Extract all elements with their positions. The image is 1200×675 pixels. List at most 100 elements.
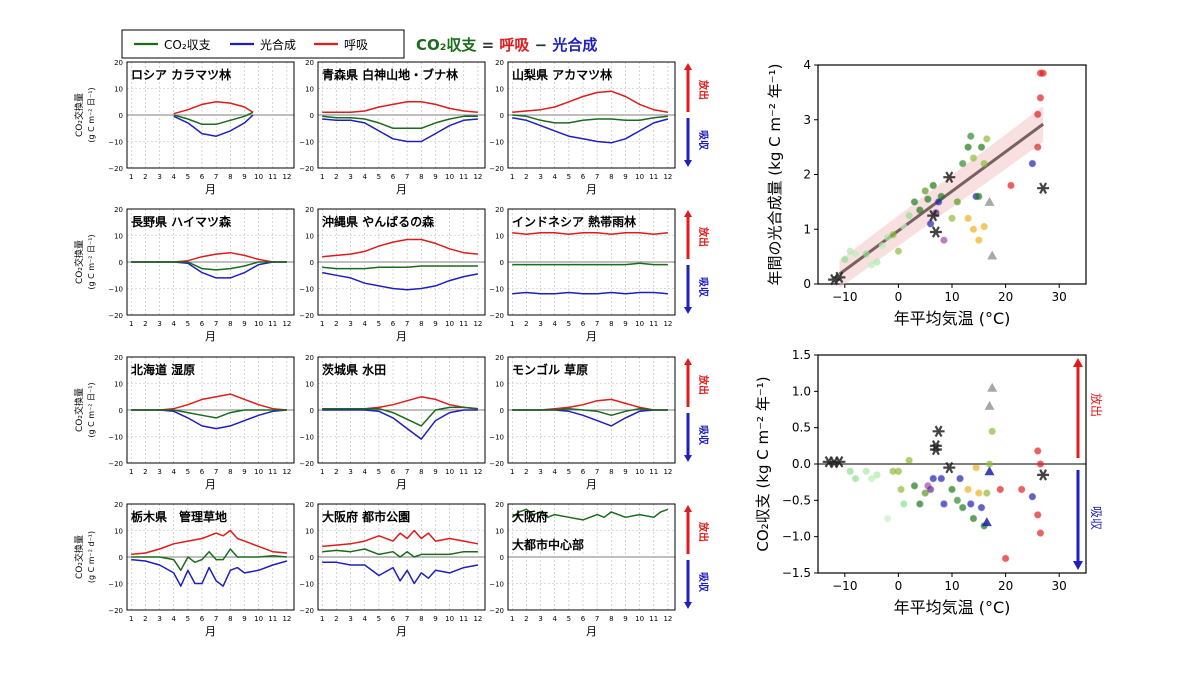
x-tick-label: 3: [157, 173, 161, 181]
x-axis-label: 月: [205, 330, 216, 343]
y-tick-label: 0: [500, 407, 504, 415]
data-point: [975, 236, 983, 244]
y-tick-label: −10: [108, 581, 123, 589]
x-tick-label: 8: [419, 468, 423, 476]
x-tick-label: 4: [362, 468, 367, 476]
x-tick-label: 12: [282, 468, 291, 476]
data-point: [964, 214, 972, 223]
series-line: [512, 116, 669, 144]
data-point: [956, 474, 964, 483]
x-tick-label: 6: [391, 173, 396, 181]
x-tick-label: 12: [282, 320, 291, 328]
series-line: [322, 548, 478, 558]
y-axis-label-line2: (g C m⁻² 日⁻¹): [87, 87, 96, 142]
series-line: [322, 265, 478, 270]
y-tick-label: −10: [299, 581, 314, 589]
y-tick-label: 0: [803, 277, 811, 291]
data-point: [1036, 529, 1045, 537]
data-point: [910, 482, 919, 490]
data-point: [948, 485, 956, 494]
x-tick-label: 1: [510, 468, 514, 476]
x-tick-label: 5: [567, 320, 571, 328]
data-point: [1037, 182, 1050, 194]
panel-title: ロシア カラマツ林: [131, 67, 231, 82]
absorb-arrowhead: [684, 160, 692, 167]
data-point: [966, 500, 975, 508]
y-tick-label: −20: [299, 460, 314, 468]
x-tick-label: 4: [171, 173, 176, 181]
x-tick-label: 4: [552, 173, 557, 181]
x-tick-label: 8: [228, 173, 232, 181]
x-tick-label: 8: [228, 615, 232, 623]
y-tick-label: −0.5: [782, 493, 811, 507]
series-line: [322, 238, 478, 258]
data-point: [1037, 469, 1050, 481]
x-tick-label: 6: [581, 615, 586, 623]
data-point: [953, 198, 962, 206]
x-tick-label: −10: [832, 290, 857, 304]
x-tick-label: 2: [334, 468, 338, 476]
release-arrowhead: [684, 505, 692, 512]
data-point: [985, 460, 994, 468]
panel-title: インドネシア 熱帯雨林: [512, 214, 636, 229]
x-axis-label: 月: [396, 330, 407, 343]
y-tick-label: 0: [310, 554, 314, 562]
x-tick-label: 3: [348, 615, 352, 623]
x-tick-label: 7: [405, 320, 409, 328]
x-tick-label: 8: [228, 468, 232, 476]
y-tick-label: 2: [803, 168, 811, 182]
y-axis-label-line2: (g C m⁻² 日⁻¹): [87, 382, 96, 437]
absorb-arrowhead: [684, 455, 692, 462]
x-tick-label: 3: [348, 320, 352, 328]
x-tick-label: 2: [143, 615, 147, 623]
data-point: [851, 250, 860, 258]
data-point: [953, 496, 962, 505]
x-tick-label: 3: [538, 320, 542, 328]
y-tick-label: 10: [495, 233, 504, 241]
x-axis-label: 月: [396, 478, 407, 491]
absorb-label-text: 吸収: [697, 425, 709, 446]
x-tick-label: 4: [171, 468, 176, 476]
y-tick-label: 20: [495, 354, 504, 362]
x-tick-label: 2: [524, 173, 528, 181]
absorb-label: 吸収: [1089, 506, 1103, 530]
panel-frame: [317, 61, 486, 169]
x-tick-label: 4: [171, 615, 176, 623]
x-tick-label: 10: [445, 468, 454, 476]
x-tick-label: 6: [200, 615, 205, 623]
absorb-label-text: 吸収: [1089, 506, 1103, 530]
y-tick-label: −20: [489, 165, 504, 173]
data-point: [1036, 94, 1045, 102]
x-tick-label: 1: [510, 615, 514, 623]
x-tick-label: 9: [623, 615, 627, 623]
absorb-label-text: 吸収: [697, 130, 709, 151]
x-tick-label: 5: [186, 173, 190, 181]
data-point: [867, 474, 876, 483]
equation: CO₂収支 = 呼吸 − 光合成: [416, 36, 597, 54]
y-tick-label: 20: [114, 501, 123, 509]
y-tick-label: −20: [108, 460, 123, 468]
data-point: [977, 503, 986, 512]
data-point: [977, 143, 986, 151]
x-tick-label: 7: [214, 468, 218, 476]
x-tick-label: 6: [581, 468, 586, 476]
panel-title: 北海道 湿原: [131, 362, 195, 377]
x-tick-label: 10: [445, 320, 454, 328]
x-tick-label: 7: [214, 615, 218, 623]
data-point: [943, 171, 956, 183]
y-tick-label: 10: [114, 528, 123, 536]
y-tick-label: 10: [114, 86, 123, 94]
y-tick-label: −10: [489, 286, 504, 294]
x-tick-label: 2: [143, 173, 147, 181]
y-tick-label: −10: [489, 434, 504, 442]
x-axis-label: 月: [586, 625, 597, 638]
x-tick-label: 12: [663, 615, 672, 623]
data-point: [980, 222, 988, 231]
y-tick-label: 0: [500, 554, 504, 562]
x-tick-label: 7: [595, 173, 599, 181]
data-point: [996, 485, 1005, 494]
